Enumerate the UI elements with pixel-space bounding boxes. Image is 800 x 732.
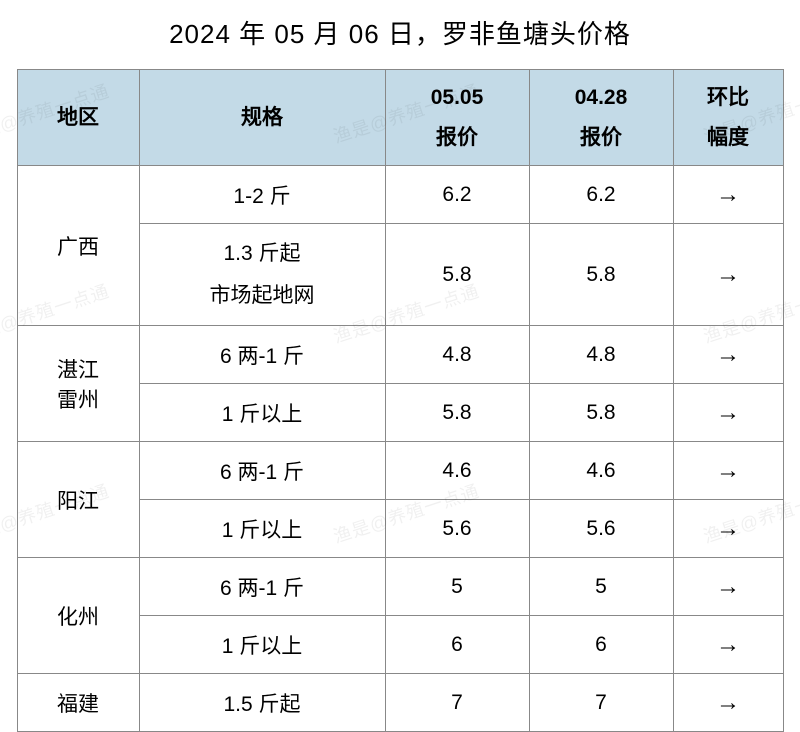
col-header-p1: 05.05 报价: [385, 70, 529, 166]
col-header-spec: 规格: [139, 70, 385, 166]
table-row: 阳江 6 两-1 斤 4.6 4.6 →: [17, 442, 783, 500]
cell-region: 广西: [17, 166, 139, 326]
cell-p2: 7: [529, 674, 673, 732]
col-header-p2-line1: 04.28: [575, 86, 628, 109]
cell-p1: 5.8: [385, 384, 529, 442]
cell-region: 阳江: [17, 442, 139, 558]
cell-trend: →: [673, 674, 783, 732]
cell-p2: 6: [529, 616, 673, 674]
col-header-p2: 04.28 报价: [529, 70, 673, 166]
cell-region-line1: 湛江: [57, 359, 99, 382]
cell-p2: 4.6: [529, 442, 673, 500]
cell-spec: 1 斤以上: [139, 384, 385, 442]
cell-p1: 4.6: [385, 442, 529, 500]
table-body: 广西 1-2 斤 6.2 6.2 → 1.3 斤起 市场起地网 5.8 5.8 …: [17, 166, 783, 732]
table-row: 湛江 雷州 6 两-1 斤 4.8 4.8 →: [17, 326, 783, 384]
cell-spec: 1.3 斤起 市场起地网: [139, 224, 385, 326]
cell-p1: 4.8: [385, 326, 529, 384]
cell-spec: 1 斤以上: [139, 616, 385, 674]
col-header-region: 地区: [17, 70, 139, 166]
cell-spec-line1: 1.3 斤起: [223, 242, 300, 265]
cell-trend: →: [673, 224, 783, 326]
col-header-p2-line2: 报价: [580, 126, 622, 149]
table-header-row: 地区 规格 05.05 报价 04.28 报价 环比 幅度: [17, 70, 783, 166]
cell-trend: →: [673, 166, 783, 224]
cell-trend: →: [673, 442, 783, 500]
col-header-trend-line1: 环比: [707, 86, 749, 109]
col-header-trend-line2: 幅度: [707, 126, 749, 149]
cell-spec: 6 两-1 斤: [139, 442, 385, 500]
col-header-p1-line1: 05.05: [431, 86, 484, 109]
cell-trend: →: [673, 558, 783, 616]
cell-p2: 5.8: [529, 384, 673, 442]
cell-trend: →: [673, 500, 783, 558]
cell-p2: 4.8: [529, 326, 673, 384]
cell-region: 湛江 雷州: [17, 326, 139, 442]
cell-trend: →: [673, 384, 783, 442]
page-title: 2024 年 05 月 06 日，罗非鱼塘头价格: [0, 0, 800, 69]
cell-p1: 5.8: [385, 224, 529, 326]
table-row: 福建 1.5 斤起 7 7 →: [17, 674, 783, 732]
cell-spec: 1.5 斤起: [139, 674, 385, 732]
price-table: 地区 规格 05.05 报价 04.28 报价 环比 幅度 广西 1-2 斤 6…: [17, 69, 784, 732]
cell-p1: 6.2: [385, 166, 529, 224]
cell-p2: 5: [529, 558, 673, 616]
cell-spec: 6 两-1 斤: [139, 326, 385, 384]
cell-p2: 5.8: [529, 224, 673, 326]
table-row: 广西 1-2 斤 6.2 6.2 →: [17, 166, 783, 224]
cell-trend: →: [673, 326, 783, 384]
cell-p1: 5.6: [385, 500, 529, 558]
cell-spec: 6 两-1 斤: [139, 558, 385, 616]
col-header-trend: 环比 幅度: [673, 70, 783, 166]
cell-trend: →: [673, 616, 783, 674]
cell-region-line2: 雷州: [57, 389, 99, 412]
cell-p1: 6: [385, 616, 529, 674]
cell-spec-line2: 市场起地网: [210, 284, 315, 307]
cell-p2: 6.2: [529, 166, 673, 224]
cell-spec: 1 斤以上: [139, 500, 385, 558]
col-header-p1-line2: 报价: [436, 126, 478, 149]
cell-region: 化州: [17, 558, 139, 674]
cell-region: 福建: [17, 674, 139, 732]
cell-p2: 5.6: [529, 500, 673, 558]
table-row: 化州 6 两-1 斤 5 5 →: [17, 558, 783, 616]
cell-p1: 7: [385, 674, 529, 732]
cell-spec: 1-2 斤: [139, 166, 385, 224]
cell-p1: 5: [385, 558, 529, 616]
